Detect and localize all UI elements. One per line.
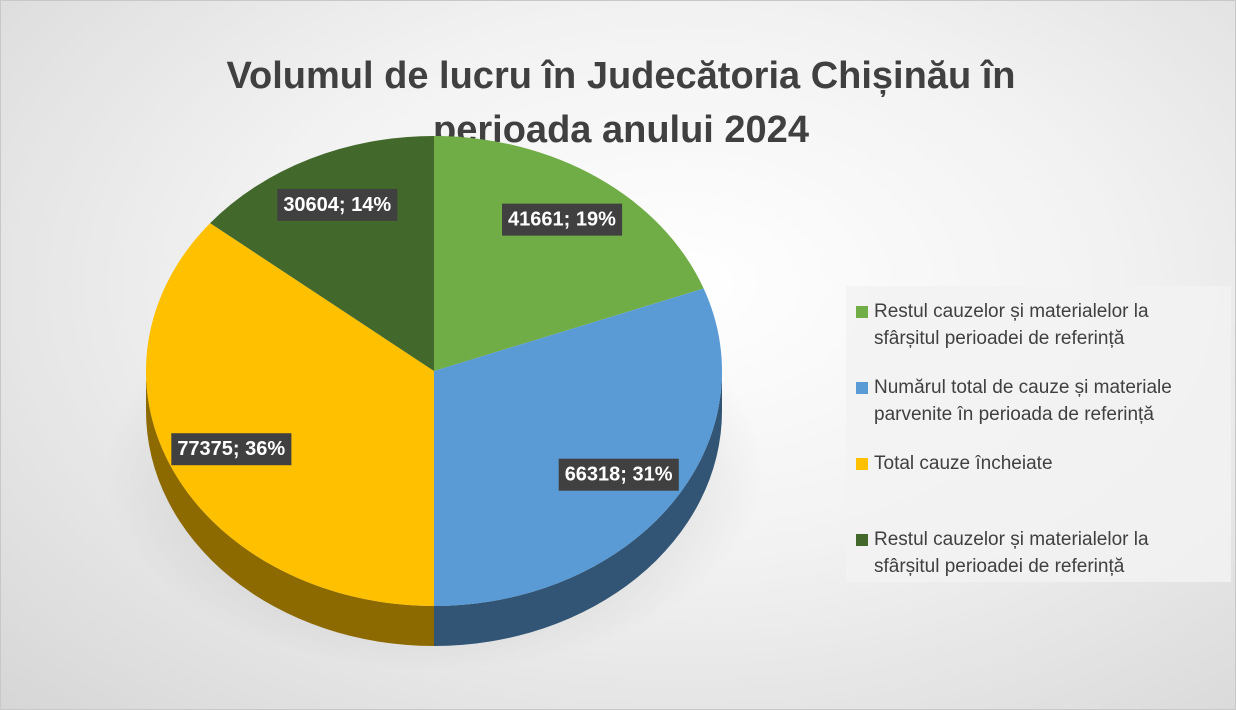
legend-entry: Restul cauzelor și materialelor la sfârș… <box>856 298 1204 352</box>
legend-label: Total cauze încheiate <box>874 453 1053 474</box>
legend-entry: Total cauze încheiate <box>856 450 1204 477</box>
legend-entry: Numărul total de cauze și materiale parv… <box>856 374 1204 428</box>
legend-label: Restul cauzelor și materialelor la sfârș… <box>874 301 1149 349</box>
legend-swatch <box>856 534 868 546</box>
slice-side <box>434 371 722 646</box>
data-label-box <box>171 433 292 466</box>
slice <box>146 223 434 606</box>
legend: Restul cauzelor și materialelor la sfârș… <box>846 286 1231 582</box>
legend-swatch <box>856 382 868 394</box>
legend-swatch <box>856 306 868 318</box>
slice <box>434 288 722 606</box>
data-label-text: 30604; 14% <box>283 194 391 216</box>
data-label-text: 66318; 31% <box>565 464 673 486</box>
slice-side <box>146 371 434 646</box>
legend-swatch <box>856 458 868 470</box>
legend-label: Restul cauzelor și materialelor la sfârș… <box>874 529 1149 577</box>
data-label-box <box>558 458 679 491</box>
legend-entry: Restul cauzelor și materialelor la sfârș… <box>856 526 1204 580</box>
data-label: 66318; 31% <box>558 458 679 491</box>
data-label: 41661; 19% <box>502 203 623 236</box>
data-label-text: 77375; 36% <box>177 438 285 460</box>
data-label-text: 41661; 19% <box>508 209 616 231</box>
data-label-box <box>277 188 398 221</box>
slice <box>434 136 704 371</box>
data-label: 77375; 36% <box>171 433 292 466</box>
data-label: 30604; 14% <box>277 188 398 221</box>
chart-title: Volumul de lucru în Judecătoria Chișinău… <box>226 55 1016 151</box>
legend-label: Numărul total de cauze și materiale parv… <box>874 377 1172 425</box>
data-label-box <box>502 203 623 236</box>
